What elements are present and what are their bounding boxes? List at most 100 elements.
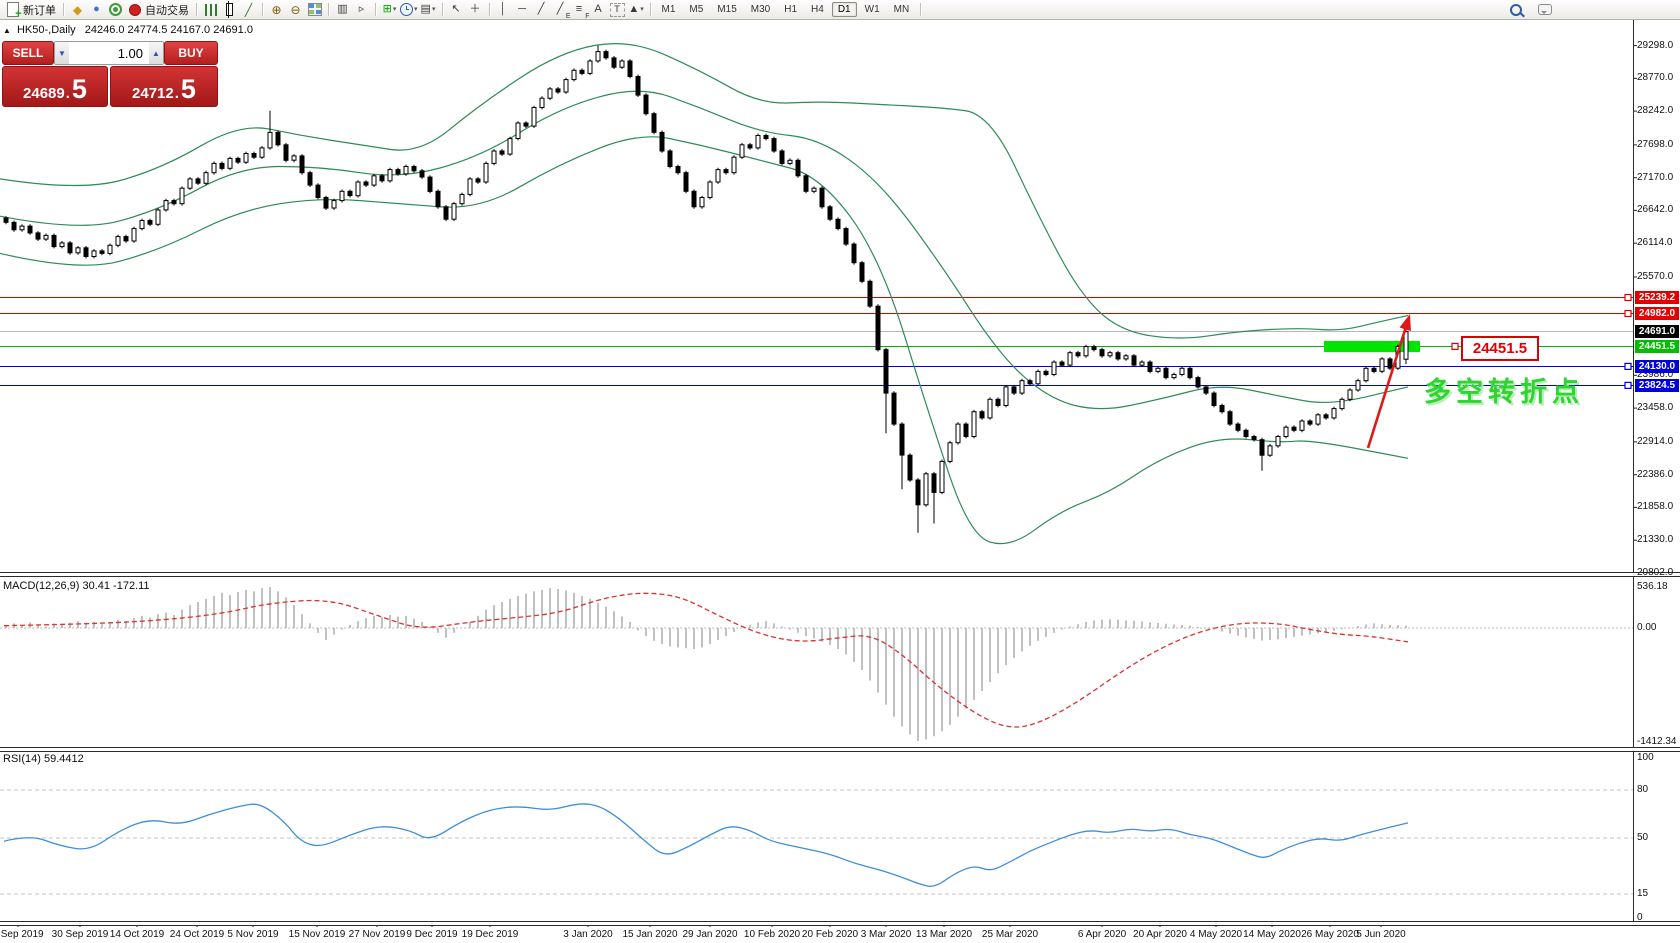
- zoom-out-icon[interactable]: ⊖: [290, 2, 301, 17]
- buy-price-dot: .: [174, 85, 179, 102]
- rsi-axis-label: 15: [1637, 888, 1649, 899]
- price-axis-tick-label: 27698.0: [1637, 138, 1674, 150]
- vline-icon[interactable]: │: [499, 3, 507, 15]
- bar-chart-icon[interactable]: [202, 2, 219, 18]
- sell-button[interactable]: SELL: [2, 41, 54, 65]
- timeframe-m30[interactable]: M30: [750, 4, 771, 15]
- rsi-line: [3, 803, 1409, 887]
- text-icon[interactable]: A: [594, 3, 602, 15]
- label-icon[interactable]: T: [609, 2, 626, 18]
- date-label: 30 Sep 2019: [51, 929, 109, 940]
- macd-axis-label: -1412.34: [1637, 736, 1677, 747]
- price-axis-line: [1633, 20, 1634, 925]
- cursor-icon[interactable]: ↖: [451, 3, 461, 15]
- window-collapse-icon[interactable]: ▲: [3, 26, 11, 35]
- search-icon[interactable]: [1507, 2, 1524, 18]
- trendline-icon[interactable]: ╱: [537, 3, 545, 15]
- sell-price-frac: 5: [71, 74, 87, 104]
- payment-icon[interactable]: ◆: [72, 2, 83, 17]
- date-label: 20 Apr 2020: [1133, 929, 1187, 940]
- autotrading-icon[interactable]: [126, 2, 143, 18]
- chart-shift-icon[interactable]: ▹: [358, 3, 365, 15]
- chat-icon[interactable]: [1536, 2, 1553, 18]
- ohlc-values: 24246.0 24774.5 24167.0 24691.0: [84, 24, 253, 36]
- trend-arrow-line[interactable]: [1366, 323, 1409, 449]
- price-tag: 24691.0: [1635, 325, 1679, 339]
- date-label: 24 Oct 2019: [169, 929, 225, 940]
- price-tag: 23824.5: [1635, 378, 1679, 392]
- new-chart-icon[interactable]: ⊞ ▾: [382, 3, 397, 15]
- line-chart-icon[interactable]: ╱: [244, 2, 253, 17]
- price-annotation-box[interactable]: 24451.5: [1461, 336, 1539, 361]
- template-icon[interactable]: ▤ ▾: [420, 3, 436, 15]
- timeframe-h4[interactable]: H4: [811, 4, 824, 15]
- volume-stepper[interactable]: ▼ 1.00 ▲: [54, 41, 164, 65]
- price-axis-tick-label: 21858.0: [1637, 501, 1674, 513]
- timeframe-w1[interactable]: W1: [864, 4, 880, 15]
- date-label: 3 Jan 2020: [563, 929, 613, 940]
- zoom-in-icon[interactable]: ⊕: [271, 2, 282, 17]
- candlestick-series: [3, 45, 1409, 533]
- bollinger-lower-band: [0, 136, 1409, 545]
- buy-price-frac: 5: [180, 74, 196, 104]
- macd-histogram: [5, 587, 1407, 741]
- toolbar-separator: [375, 3, 376, 16]
- price-axis-tick-label: 20802.0: [1637, 567, 1674, 578]
- rsi-panel-divider[interactable]: [0, 747, 1680, 752]
- fibonacci-icon[interactable]: ≡ F: [575, 3, 590, 20]
- price-tag: 25239.2: [1635, 291, 1679, 305]
- line-endpoint-marker[interactable]: [1451, 342, 1459, 350]
- date-label: 5 Nov 2019: [227, 929, 279, 940]
- top-toolbar: 新订单 ◆ ● 自动交易 ╱ ⊕ ⊖ ▥ ▹ ⊞▾▾▤▾ ↖ ＋ │ ─ ╱ ╱E≡F AT▲▾ M1 M5 M15 M…: [0, 0, 1680, 20]
- candlestick-chart-icon[interactable]: [221, 1, 238, 18]
- price-axis-tick-label: 29298.0: [1637, 39, 1674, 51]
- autotrading-button[interactable]: 自动交易: [145, 4, 189, 17]
- crosshair-icon[interactable]: ＋: [469, 3, 481, 15]
- date-label: 15 Nov 2019: [288, 929, 346, 940]
- time-axis-divider: [0, 921, 1680, 926]
- volume-value[interactable]: 1.00: [117, 45, 143, 61]
- line-endpoint-marker[interactable]: [1624, 309, 1632, 318]
- timeframe-m15[interactable]: M15: [717, 4, 737, 15]
- highlight-zone[interactable]: [1324, 340, 1420, 353]
- timeframe-mn[interactable]: MN: [893, 4, 910, 15]
- new-order-button[interactable]: 新订单: [23, 4, 56, 17]
- sell-price-main: 24689: [23, 85, 65, 102]
- price-axis-tick-label: 23458.0: [1637, 402, 1674, 414]
- price-axis-tick-label: 23986.0: [1637, 369, 1674, 381]
- tile-windows-icon[interactable]: [306, 2, 323, 18]
- line-endpoint-marker[interactable]: [1624, 381, 1632, 389]
- volume-increase-button[interactable]: ▲: [149, 42, 163, 64]
- turning-point-annotation[interactable]: 多空转折点: [1424, 377, 1584, 407]
- channel-icon[interactable]: ╱ E: [556, 3, 571, 20]
- buy-button[interactable]: BUY: [164, 41, 218, 65]
- auto-arrange-icon[interactable]: ▥: [337, 3, 348, 15]
- macd-axis-label: 0.00: [1637, 622, 1657, 633]
- date-label: 8 Sep 2019: [0, 929, 44, 940]
- line-endpoint-marker[interactable]: [1624, 362, 1632, 370]
- date-label: 14 Oct 2019: [109, 929, 165, 940]
- new-order-icon[interactable]: [4, 2, 22, 20]
- macd-panel-divider[interactable]: [0, 572, 1680, 577]
- timeframe-m1[interactable]: M1: [661, 4, 676, 15]
- symbol-period-label: HK50-,Daily: [16, 24, 76, 36]
- hline-icon[interactable]: ─: [518, 3, 526, 15]
- date-label: 26 May 2020: [1301, 929, 1359, 940]
- date-label: 4 May 2020: [1189, 929, 1243, 940]
- timeframe-m5[interactable]: M5: [689, 4, 704, 15]
- date-label: 27 Nov 2019: [348, 929, 406, 940]
- line-endpoint-marker[interactable]: [1624, 293, 1632, 302]
- date-label: 15 Jan 2020: [622, 929, 678, 940]
- price-axis-tick-label: 28770.0: [1637, 72, 1674, 84]
- timeframe-h1[interactable]: H1: [784, 4, 798, 15]
- buy-price[interactable]: 24712. 5: [110, 66, 218, 107]
- signals-icon[interactable]: [107, 2, 124, 18]
- volume-decrease-button[interactable]: ▼: [55, 42, 69, 64]
- timeframe-d1[interactable]: D1: [831, 2, 857, 17]
- period-icon[interactable]: ▾: [400, 2, 418, 18]
- sell-price[interactable]: 24689. 5: [2, 66, 108, 107]
- shapes-icon[interactable]: ▲ ▾: [628, 3, 644, 15]
- sell-price-dot: .: [65, 85, 70, 102]
- community-icon[interactable]: ●: [93, 3, 100, 15]
